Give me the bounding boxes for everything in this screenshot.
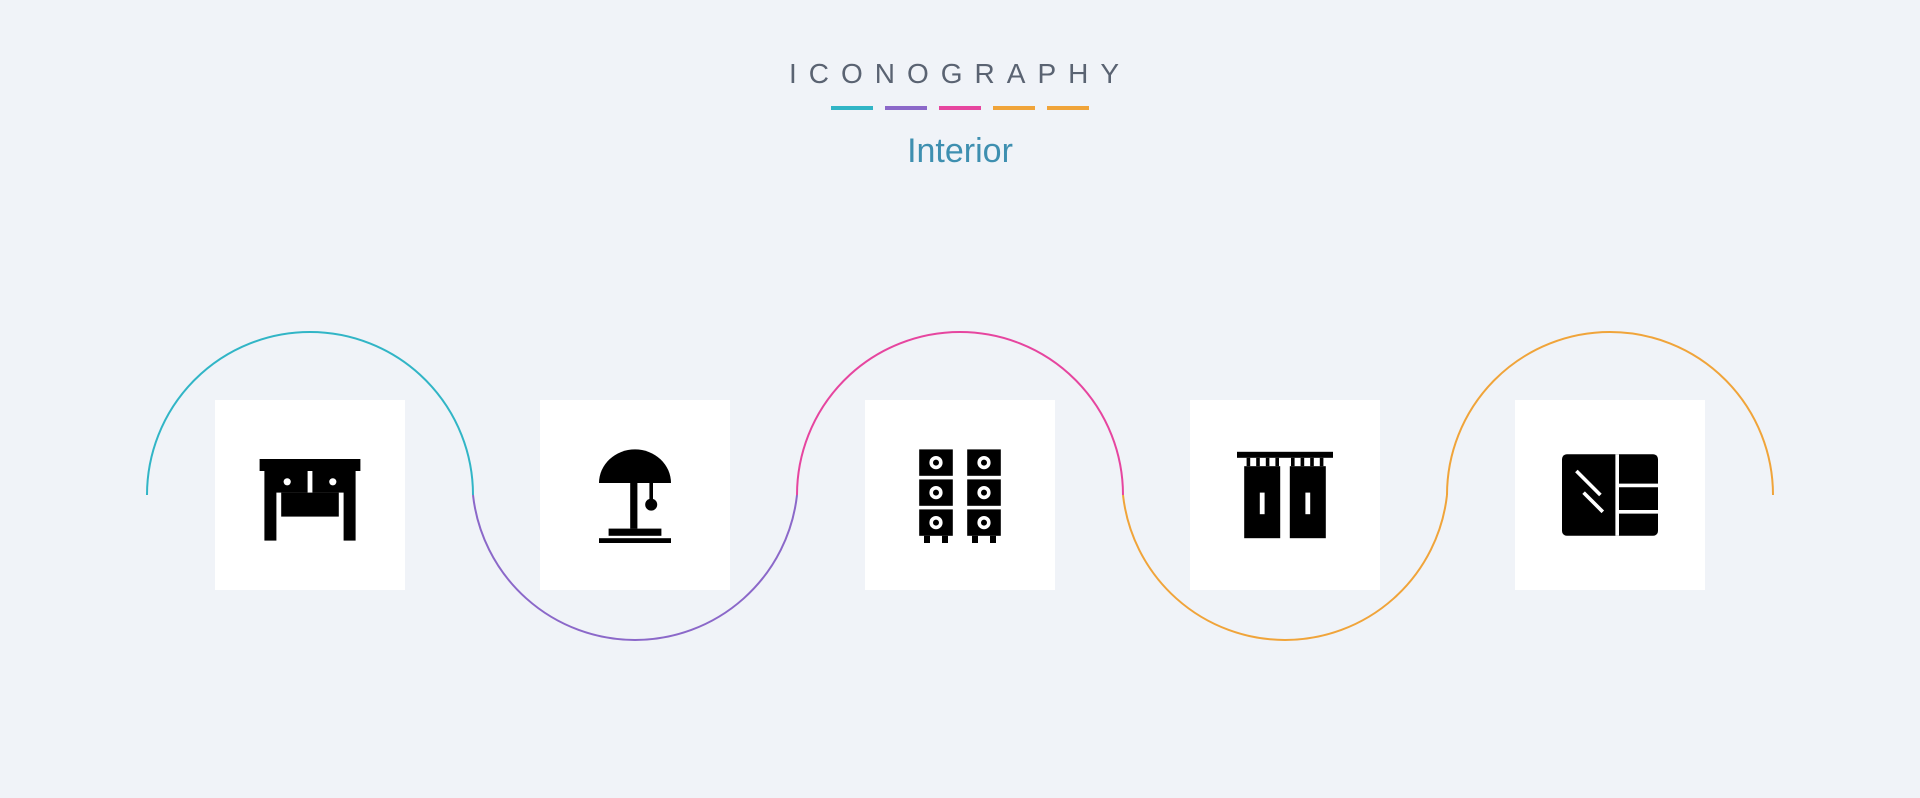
tile-drawers — [865, 400, 1055, 590]
curtains-icon — [1225, 435, 1345, 555]
color-bar-1 — [831, 106, 873, 110]
color-bar-5 — [1047, 106, 1089, 110]
color-bar-3 — [939, 106, 981, 110]
color-bar-2 — [885, 106, 927, 110]
header: ICONOGRAPHY Interior — [0, 0, 1920, 171]
color-bars — [0, 106, 1920, 110]
desk-icon — [250, 435, 370, 555]
icon-tiles — [0, 400, 1920, 590]
subtitle: Interior — [0, 132, 1920, 171]
color-bar-4 — [993, 106, 1035, 110]
tile-desk — [215, 400, 405, 590]
wardrobe-icon — [1550, 435, 1670, 555]
drawers-icon — [900, 435, 1020, 555]
lamp-icon — [575, 435, 695, 555]
tile-curtains — [1190, 400, 1380, 590]
tile-wardrobe — [1515, 400, 1705, 590]
tile-lamp — [540, 400, 730, 590]
brand-title: ICONOGRAPHY — [0, 58, 1920, 90]
